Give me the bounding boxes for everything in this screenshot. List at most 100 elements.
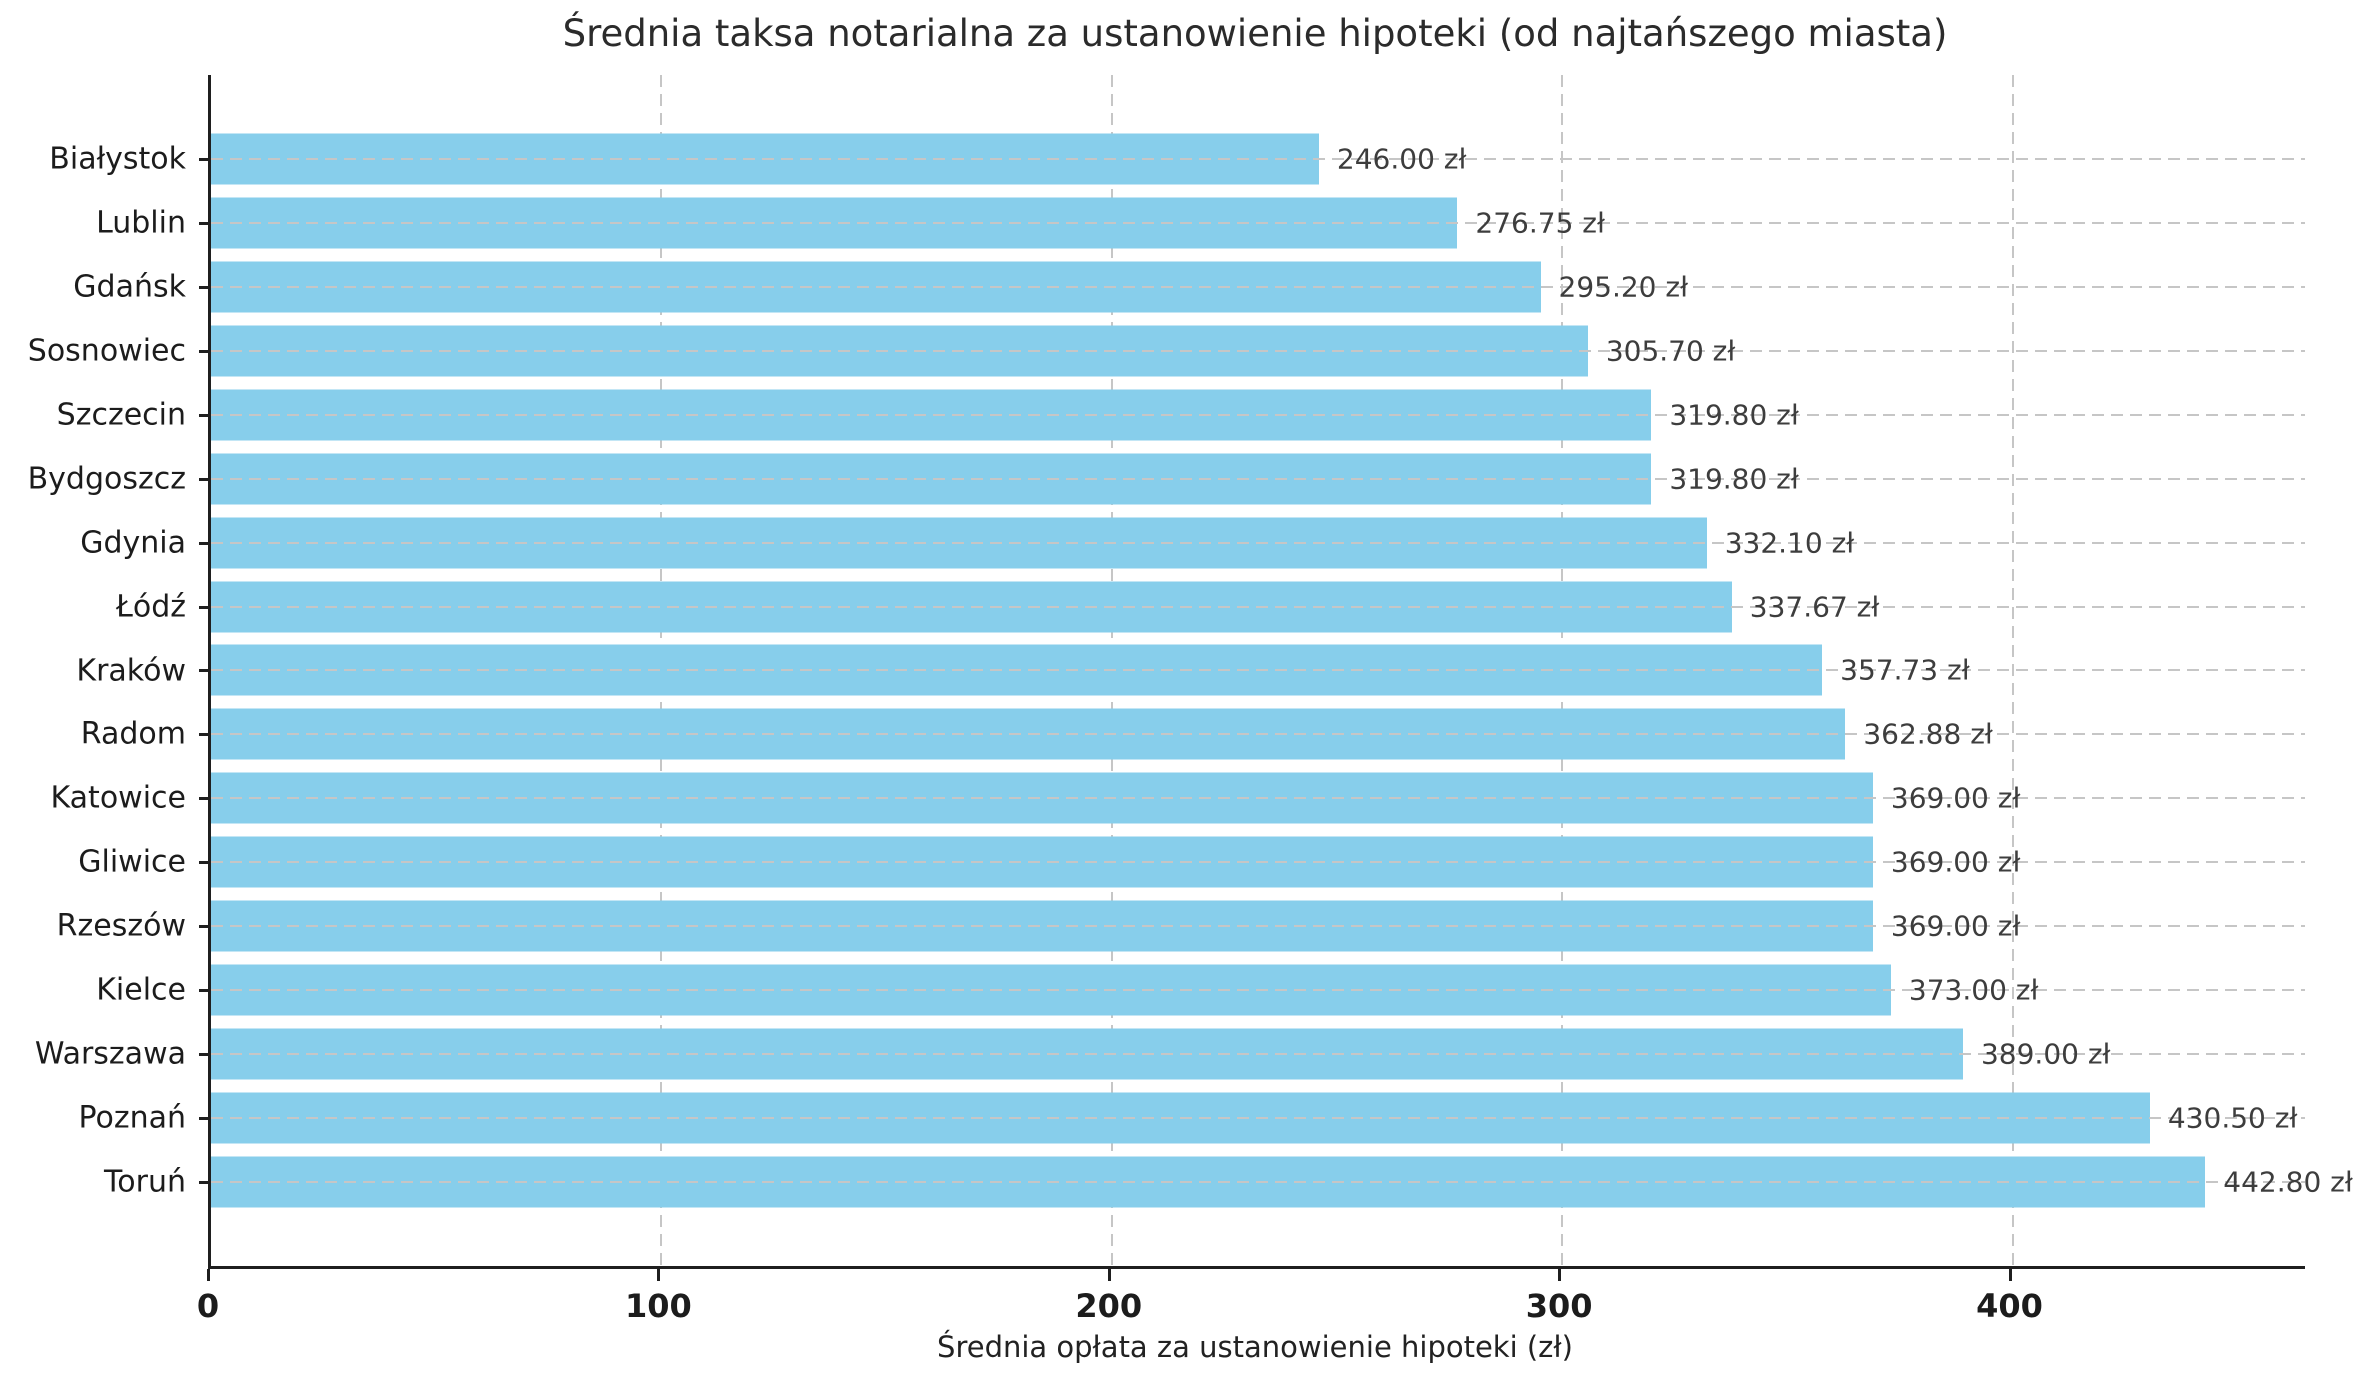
x-tick-mark (1558, 1269, 1562, 1281)
y-tick-mark (199, 861, 211, 865)
bar-value-label: 362.88 zł (1863, 717, 1993, 751)
x-tick-label: 200 (1075, 1287, 1143, 1325)
bar-row: 369.00 zł (199, 894, 2305, 958)
y-tick-label: Łódź (115, 589, 186, 625)
bar-value-label: 319.80 zł (1669, 398, 1799, 432)
y-tick-mark (199, 797, 211, 801)
y-tick-mark (199, 733, 211, 737)
y-tick-mark (199, 413, 211, 417)
plot-area: 246.00 zł 276.75 zł 295.20 zł 305.70 zł 319.… (199, 75, 2353, 1269)
x-tick-mark (657, 1269, 661, 1281)
horizontal-gridline (211, 221, 2305, 224)
x-tick-label: 0 (196, 1287, 220, 1325)
y-tick-label: Rzeszów (56, 908, 186, 944)
horizontal-gridline (211, 285, 2305, 288)
horizontal-gridline (211, 349, 2305, 352)
y-tick-mark (199, 925, 211, 929)
bar-value-label: 337.67 zł (1749, 590, 1880, 624)
y-tick-label: Lublin (96, 205, 186, 241)
x-tick-label: 400 (1976, 1287, 2043, 1325)
horizontal-gridline (211, 733, 2305, 736)
horizontal-gridline (211, 1180, 2305, 1183)
y-tick-mark (199, 285, 211, 289)
bar-row: 319.80 zł (199, 447, 2305, 511)
y-tick-mark (199, 221, 211, 225)
y-tick-mark (199, 669, 211, 673)
x-axis: 0 100 200 300 400 (197, 1269, 2302, 1329)
bar-value-label: 332.10 zł (1724, 526, 1855, 560)
y-tick-label: Szczecin (56, 397, 186, 433)
y-tick-mark (199, 1180, 211, 1184)
bar-row: 430.50 zł (199, 1086, 2305, 1150)
y-axis-labels: Białystok Lublin Gdańsk Sosnowiec Szczecin By… (0, 75, 196, 1266)
y-tick-mark (199, 541, 211, 545)
bar-value-label: 305.70 zł (1605, 334, 1736, 368)
horizontal-gridline (211, 1117, 2305, 1120)
horizontal-gridline (211, 157, 2305, 160)
bar-row: 305.70 zł (199, 319, 2305, 383)
bar-row: 369.00 zł (199, 766, 2305, 830)
x-tick-mark (1107, 1269, 1111, 1281)
horizontal-gridline (211, 861, 2305, 864)
bar-value-label: 373.00 zł (1908, 973, 2039, 1007)
y-tick-label: Kraków (76, 653, 186, 688)
y-tick-label: Gliwice (78, 844, 186, 880)
horizontal-gridline (211, 413, 2305, 416)
horizontal-gridline (211, 1053, 2305, 1056)
bar-value-label: 369.00 zł (1890, 845, 2021, 879)
x-tick-label: 100 (624, 1287, 692, 1325)
y-tick-label: Warszawa (34, 1036, 186, 1072)
bar-row: 389.00 zł (199, 1022, 2305, 1086)
horizontal-gridline (211, 541, 2305, 544)
horizontal-gridline (211, 925, 2305, 928)
y-tick-label: Sosnowiec (27, 333, 186, 369)
bar-row: 442.80 zł (199, 1150, 2353, 1214)
bar-value-label: 246.00 zł (1336, 142, 1467, 176)
bar-row: 276.75 zł (199, 191, 2305, 255)
bar-value-label: 357.73 zł (1840, 653, 1970, 687)
y-tick-label: Poznań (78, 1100, 186, 1136)
bars-container: 246.00 zł 276.75 zł 295.20 zł 305.70 zł 319.… (199, 75, 2353, 1266)
y-tick-mark (199, 157, 211, 161)
horizontal-gridline (211, 989, 2305, 992)
horizontal-gridline (211, 669, 2305, 672)
y-tick-mark (199, 349, 211, 353)
y-tick-mark (199, 605, 211, 609)
bar-row: 332.10 zł (199, 511, 2305, 575)
bar-value-label: 442.80 zł (2223, 1165, 2353, 1199)
bar-row: 362.88 zł (199, 702, 2305, 766)
y-tick-label: Gdynia (80, 525, 186, 561)
bar-row: 337.67 zł (199, 575, 2305, 639)
y-tick-label: Gdańsk (73, 269, 186, 305)
bar-value-label: 369.00 zł (1890, 781, 2021, 815)
bar-row: 357.73 zł (199, 639, 2305, 703)
horizontal-gridline (211, 605, 2305, 608)
y-tick-mark (199, 1053, 211, 1057)
bar-value-label: 430.50 zł (2167, 1101, 2298, 1135)
bar-row: 295.20 zł (199, 255, 2305, 319)
y-tick-label: Toruń (104, 1164, 186, 1200)
bar-row: 369.00 zł (199, 830, 2305, 894)
bar-value-label: 295.20 zł (1558, 270, 1689, 304)
y-tick-mark (199, 1117, 211, 1121)
x-tick-label: 300 (1525, 1287, 1593, 1325)
chart-title: Średnia taksa notarialna za ustanowienie… (562, 12, 1948, 55)
bar-value-label: 369.00 zł (1890, 909, 2021, 943)
bar-row: 319.80 zł (199, 383, 2305, 447)
x-axis-title: Średnia opłata za ustanowienie hipoteki … (937, 1330, 1573, 1364)
y-tick-label: Radom (80, 716, 186, 752)
horizontal-gridline (211, 477, 2305, 480)
bar-value-label: 319.80 zł (1669, 462, 1799, 496)
bar-value-label: 389.00 zł (1980, 1037, 2111, 1071)
bar-value-label: 276.75 zł (1475, 206, 1605, 240)
y-tick-mark (199, 477, 211, 481)
y-tick-label: Katowice (50, 780, 186, 816)
x-tick-mark (2008, 1269, 2012, 1281)
y-tick-label: Bydgoszcz (27, 461, 186, 497)
bar-row: 246.00 zł (199, 127, 2305, 191)
y-tick-label: Kielce (96, 972, 186, 1008)
bar-row: 373.00 zł (199, 958, 2305, 1022)
x-tick-mark (207, 1269, 210, 1281)
y-tick-label: Białystok (49, 141, 186, 177)
